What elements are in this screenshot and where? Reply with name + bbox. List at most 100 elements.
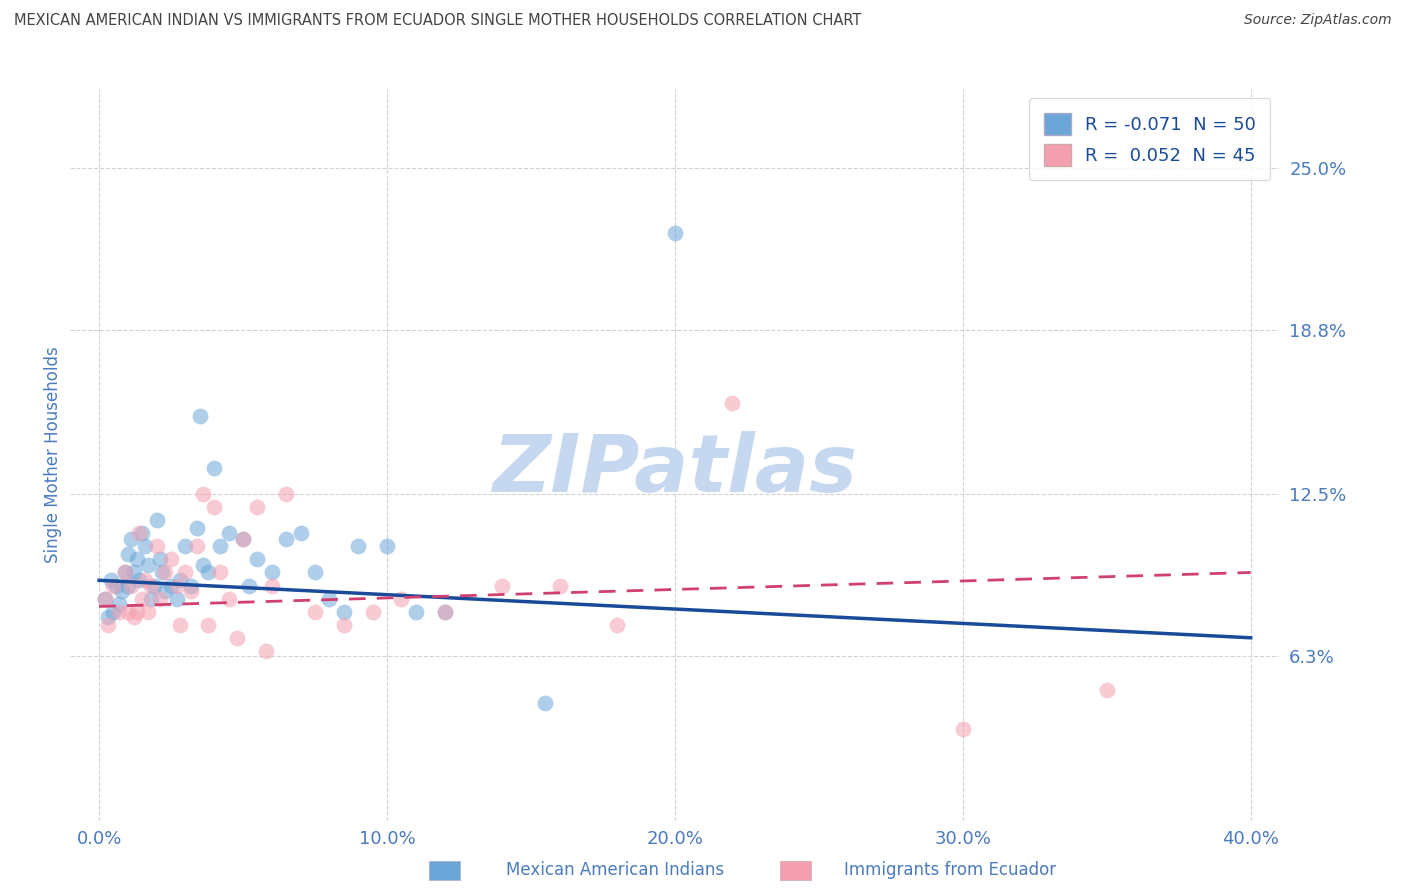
- Point: [139, 591, 162, 606]
- Point: [208, 566, 231, 580]
- Point: [333, 617, 356, 632]
- Point: [145, 539, 167, 553]
- Point: [111, 583, 134, 598]
- Point: [166, 591, 188, 606]
- Point: [117, 547, 139, 561]
- Point: [276, 532, 298, 546]
- Point: [125, 552, 148, 566]
- Point: [191, 487, 214, 501]
- Point: [131, 591, 153, 606]
- Point: [347, 539, 370, 553]
- Point: [232, 532, 254, 546]
- Text: MEXICAN AMERICAN INDIAN VS IMMIGRANTS FROM ECUADOR SINGLE MOTHER HOUSEHOLDS CORR: MEXICAN AMERICAN INDIAN VS IMMIGRANTS FR…: [14, 13, 862, 29]
- Point: [208, 539, 231, 553]
- Text: ZIPatlas: ZIPatlas: [492, 431, 858, 508]
- Point: [97, 617, 120, 632]
- Point: [180, 578, 202, 592]
- Point: [254, 644, 277, 658]
- Point: [120, 532, 142, 546]
- Point: [148, 552, 170, 566]
- Point: [202, 461, 225, 475]
- Point: [108, 605, 131, 619]
- Point: [117, 605, 139, 619]
- Point: [160, 552, 183, 566]
- Text: Source: ZipAtlas.com: Source: ZipAtlas.com: [1244, 13, 1392, 28]
- Point: [114, 566, 136, 580]
- Point: [197, 566, 219, 580]
- Point: [97, 610, 120, 624]
- Point: [433, 605, 456, 619]
- Point: [191, 558, 214, 572]
- Text: Mexican American Indians: Mexican American Indians: [506, 861, 724, 879]
- Point: [174, 539, 197, 553]
- Point: [134, 539, 156, 553]
- Point: [105, 578, 128, 592]
- Point: [152, 566, 174, 580]
- Point: [134, 574, 156, 588]
- Point: [100, 574, 122, 588]
- Point: [260, 578, 283, 592]
- Point: [226, 631, 249, 645]
- Point: [169, 574, 191, 588]
- Point: [1095, 683, 1118, 698]
- Point: [94, 591, 117, 606]
- Point: [238, 578, 260, 592]
- Point: [174, 566, 197, 580]
- Point: [548, 578, 571, 592]
- Point: [304, 605, 326, 619]
- Point: [145, 513, 167, 527]
- Point: [361, 605, 384, 619]
- Point: [491, 578, 513, 592]
- Point: [276, 487, 298, 501]
- Y-axis label: Single Mother Households: Single Mother Households: [44, 347, 62, 563]
- Point: [128, 526, 150, 541]
- Point: [136, 605, 159, 619]
- Point: [120, 578, 142, 592]
- Point: [108, 597, 131, 611]
- Point: [260, 566, 283, 580]
- Point: [188, 409, 211, 423]
- Point: [122, 610, 145, 624]
- Point: [166, 578, 188, 592]
- Point: [114, 566, 136, 580]
- Point: [131, 526, 153, 541]
- Point: [103, 605, 125, 619]
- Point: [128, 574, 150, 588]
- Point: [94, 591, 117, 606]
- Point: [218, 591, 240, 606]
- Point: [142, 578, 165, 592]
- Point: [160, 578, 183, 592]
- Point: [186, 521, 208, 535]
- Point: [155, 583, 177, 598]
- Point: [318, 591, 340, 606]
- Point: [197, 617, 219, 632]
- Point: [389, 591, 412, 606]
- Text: Immigrants from Ecuador: Immigrants from Ecuador: [844, 861, 1056, 879]
- Point: [103, 578, 125, 592]
- Point: [117, 578, 139, 592]
- Legend: R = -0.071  N = 50, R =  0.052  N = 45: R = -0.071 N = 50, R = 0.052 N = 45: [1029, 98, 1271, 180]
- Point: [433, 605, 456, 619]
- Point: [246, 552, 269, 566]
- Point: [246, 500, 269, 515]
- Point: [122, 566, 145, 580]
- Point: [218, 526, 240, 541]
- Point: [290, 526, 312, 541]
- Point: [375, 539, 398, 553]
- Point: [664, 226, 686, 240]
- Point: [721, 395, 744, 409]
- Point: [186, 539, 208, 553]
- Point: [136, 558, 159, 572]
- Point: [155, 566, 177, 580]
- Point: [405, 605, 427, 619]
- Point: [304, 566, 326, 580]
- Point: [952, 723, 974, 737]
- Point: [606, 617, 628, 632]
- Point: [139, 578, 162, 592]
- Point: [534, 696, 557, 710]
- Point: [333, 605, 356, 619]
- Point: [169, 617, 191, 632]
- Point: [125, 605, 148, 619]
- Point: [202, 500, 225, 515]
- Point: [148, 591, 170, 606]
